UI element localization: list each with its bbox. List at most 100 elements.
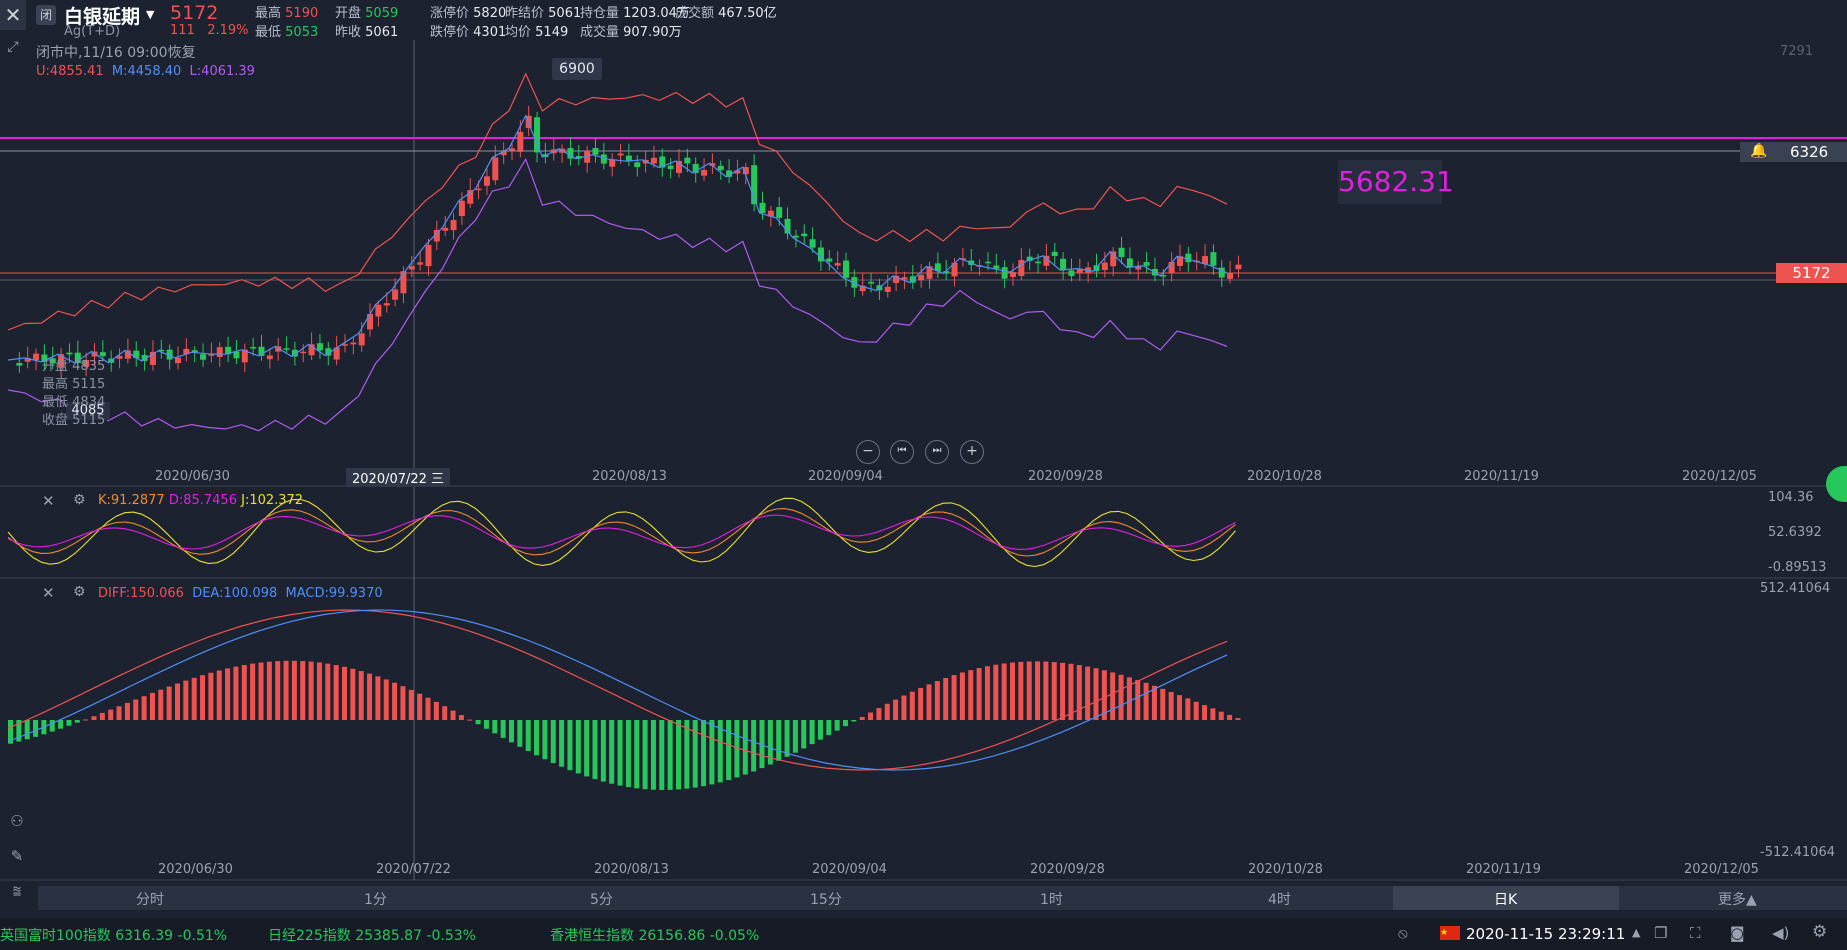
timeframe-tab[interactable]: 更多▲ [1718,892,1757,908]
timeframe-tab[interactable]: 1分 [364,892,387,908]
macd-bar [191,677,197,720]
candle-body [225,346,232,355]
timeframe-tab[interactable]: 日K [1494,892,1518,908]
date-tick: 2020/06/30 [155,469,230,484]
timeframe-tab[interactable]: 15分 [810,892,842,908]
camera-icon[interactable]: ◙ [1730,924,1745,942]
timeframe-tab[interactable]: 分时 [136,892,164,908]
candle-body [759,202,766,213]
ticker-item[interactable]: 英国富时100指数 6316.39 -0.51% [0,925,227,945]
macd-bar [216,670,222,720]
kdj-legend: K:91.2877 D:85.7456 J:102.372 [98,493,303,508]
ticker-item[interactable]: 香港恒生指数 26156.86 -0.05% [550,925,759,945]
candle-body [392,289,399,300]
quote-stat-value: 5149 [535,25,569,40]
gear-icon[interactable]: ⚙ [73,584,86,600]
macd-bar [650,720,656,790]
ticker-change: -0.51% [177,928,228,944]
macd-bar [1051,662,1057,720]
settings-icon[interactable]: ⚙ [1812,922,1828,942]
timeframe-tab[interactable]: 1时 [1040,892,1063,908]
side-badge[interactable] [1826,466,1847,502]
indicator-icon[interactable]: ⩰ [12,882,22,900]
zoom-in-icon[interactable]: + [960,440,984,464]
scroll-end-icon[interactable]: ⏭ [925,440,949,464]
candle-body [709,163,716,166]
timeframe-tab[interactable]: 5分 [590,892,613,908]
close-macd-icon[interactable]: ✕ [42,584,55,602]
date-tick: 2020/09/04 [812,862,887,877]
macd-bar [534,720,540,756]
quote-stat-label: 昨收 [335,25,362,40]
candle-body [851,277,858,288]
candle-body [801,233,808,237]
status-bar [0,918,1847,950]
candle-body [208,353,215,356]
candle-body [734,170,741,174]
candle-body [625,155,632,162]
candle-body [926,266,933,279]
candle-body [66,352,73,355]
expand-icon[interactable]: ⤢ [7,39,19,55]
zoom-out-icon[interactable]: − [856,440,880,464]
market-status-text: 闭市中,11/16 09:00恢复 [36,45,196,61]
date-tick: 2020/09/04 [808,469,883,484]
candle-body [275,346,282,352]
gear-icon[interactable]: ⚙ [73,492,86,508]
candle-body [1126,258,1133,268]
macd-bar [826,720,832,736]
ticker-name: 日经225指数 [268,928,351,944]
macd-diff: DIFF:150.066 [98,586,184,601]
macd-bar [1101,670,1107,720]
close-kdj-icon[interactable]: ✕ [42,492,55,510]
macd-tick: 512.41064 [1760,581,1831,596]
candle-style-icon[interactable]: ⚇ [10,812,24,830]
candle-body [475,188,482,191]
pen-icon[interactable]: ✎ [10,847,24,865]
caret-up-icon[interactable]: ▲ [1632,926,1641,939]
macd-bar [475,720,481,725]
macd-bar [175,683,180,720]
instrument-name[interactable]: 白银延期 [64,6,141,28]
candle-body [1227,272,1234,279]
macd-bar [333,665,339,720]
date-tick: 2020/09/28 [1028,469,1103,484]
kdj-j-line [7,497,1236,568]
no-signal-icon[interactable]: ⦸ [1398,924,1408,942]
timeframe-tab[interactable]: 4时 [1268,892,1291,908]
quote-stat: 昨收 5061 [335,21,398,40]
macd-bar [350,668,356,720]
macd-bar [241,664,247,720]
macd-dea: DEA:100.098 [192,586,278,601]
quote-stat: 成交额 467.50亿 [675,2,777,21]
candle-body [141,354,148,361]
scroll-start-icon[interactable]: ⏮ [890,440,914,464]
chevron-down-icon[interactable]: ▼ [146,8,155,21]
macd-bar [868,712,874,720]
window-icon[interactable]: ❐ [1654,924,1668,942]
volume-icon[interactable]: ◀) [1772,924,1790,942]
kdj-j: J:102.372 [241,493,304,508]
bell-icon[interactable]: 🔔 [1750,143,1768,159]
candle-body [592,147,599,155]
alert-line-label[interactable]: 🔔 6326 [1740,142,1847,162]
ticker-item[interactable]: 日经225指数 25385.87 -0.53% [268,925,476,945]
candle-body [375,304,382,317]
macd-bar [108,709,114,720]
macd-bar [1151,685,1157,720]
candle-body [751,165,758,205]
candle-body [676,160,682,173]
macd-bar [893,699,899,720]
candle-body [767,210,774,217]
candle-body [124,350,131,359]
macd-bar [367,673,373,720]
candle-body [16,362,23,366]
close-icon[interactable]: ✕ [0,0,26,30]
macd-bar [617,720,623,786]
macd-bar [467,719,473,721]
candle-body [49,358,56,364]
fullscreen-icon[interactable]: ⛶ [1690,924,1701,942]
macd-bar [1043,661,1049,720]
quote-stat-label: 最高 [255,6,282,21]
